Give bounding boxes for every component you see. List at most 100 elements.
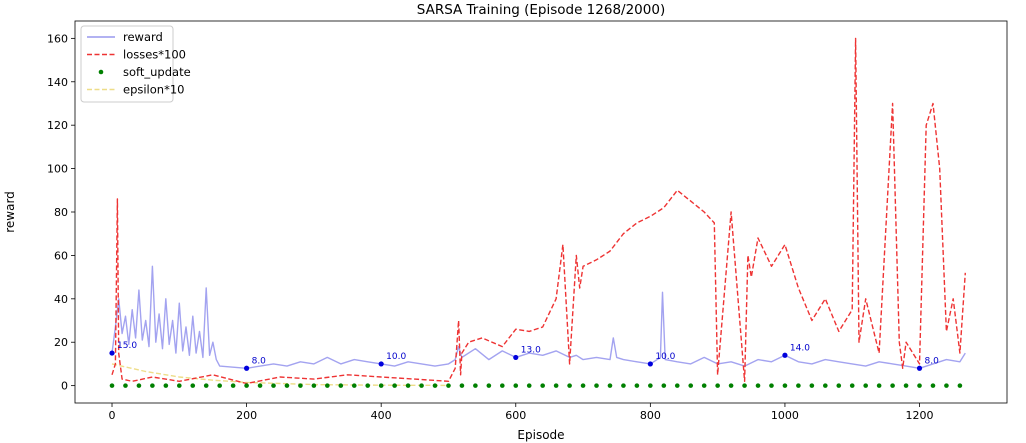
soft-update-point: [459, 383, 465, 388]
annotation-label: 14.0: [790, 343, 810, 353]
soft-update-point: [446, 383, 451, 388]
legend-label-soft-update: soft_update: [123, 65, 191, 79]
soft-update-point: [728, 383, 734, 388]
chart-title: SARSA Training (Episode 1268/2000): [417, 2, 665, 18]
soft-update-point: [553, 383, 559, 388]
soft-update-point: [890, 383, 895, 388]
soft-update-point: [930, 383, 936, 388]
losses-100-line: [111, 37, 966, 385]
soft-update-point: [836, 383, 842, 388]
soft-update-point: [298, 383, 303, 388]
soft-update-point: [957, 383, 963, 388]
soft-update-point: [944, 383, 949, 388]
y-tick-label: 160: [47, 32, 68, 45]
soft-update-point: [513, 383, 519, 388]
soft-update-point: [917, 383, 922, 388]
soft-update-point: [177, 383, 182, 388]
soft-update-point: [486, 383, 492, 388]
soft-update-point: [271, 383, 276, 388]
soft-update-point: [432, 383, 438, 388]
soft-update-point: [782, 383, 788, 388]
legend-swatch-soft-update: [98, 69, 104, 75]
x-tick-label: 600: [505, 409, 526, 422]
legend-label-reward: reward: [123, 30, 163, 44]
soft-update-point: [351, 383, 357, 388]
y-tick-label: 120: [47, 119, 68, 132]
y-tick-label: 20: [54, 336, 68, 349]
annotation-point: [243, 365, 250, 371]
soft-update-point: [405, 383, 411, 388]
soft-update-point: [876, 383, 882, 388]
y-tick-label: 60: [54, 249, 68, 262]
y-tick-label: 80: [54, 206, 68, 219]
y-tick-label: 0: [61, 380, 68, 393]
soft-update-point: [500, 383, 505, 388]
annotation-point: [782, 352, 788, 358]
soft-update-point: [378, 383, 384, 388]
soft-update-point: [863, 383, 868, 388]
soft-update-point: [796, 383, 801, 388]
soft-update-point: [540, 383, 545, 388]
soft-update-point: [674, 383, 680, 388]
annotation-point: [109, 350, 115, 356]
x-tick-label: 1000: [771, 409, 799, 422]
y-axis-label: reward: [3, 191, 17, 233]
soft-update-point: [823, 383, 828, 388]
reward-line: [111, 265, 966, 369]
soft-update-point: [648, 383, 653, 388]
soft-update-point: [136, 383, 142, 388]
x-tick-label: 200: [236, 409, 257, 422]
soft-update-point: [150, 383, 155, 388]
annotation-point: [647, 361, 653, 367]
annotation-label: 10.0: [386, 352, 406, 362]
soft-update-point: [567, 383, 572, 388]
y-tick-label: 140: [47, 76, 68, 89]
soft-update-point: [903, 383, 909, 388]
plot-frame: [74, 20, 1008, 404]
soft-update-point: [755, 383, 761, 388]
y-tick-label: 100: [47, 163, 68, 176]
soft-update-point: [621, 383, 626, 388]
soft-update-point: [338, 383, 344, 388]
soft-update-point: [715, 383, 720, 388]
plot-area: 15.0 8.0 10.0 13.0 10.0 14.0 8.0: [74, 20, 1008, 404]
legend: reward losses*100 soft_update epsilon*10: [80, 25, 191, 103]
x-tick-label: 0: [109, 409, 116, 422]
y-axis: 0 20 40 60 80 100 120 140 160: [47, 32, 75, 393]
legend-frame: [80, 25, 174, 103]
x-tick-label: 400: [371, 409, 392, 422]
epsilon-10-line: [111, 363, 449, 387]
soft-update-point: [109, 383, 115, 388]
soft-update-point: [688, 383, 694, 388]
legend-label-epsilon-10: epsilon*10: [123, 83, 184, 97]
soft-update-point: [190, 383, 196, 388]
soft-update-point: [769, 383, 774, 388]
annotation-label: 8.0: [252, 356, 267, 366]
annotation-point: [378, 361, 384, 367]
annotation-point: [916, 365, 923, 371]
annotation-label: 10.0: [655, 352, 675, 362]
soft-update-point: [849, 383, 855, 388]
soft-update-point: [230, 383, 236, 388]
x-axis-label: Episode: [517, 428, 564, 442]
soft-update-point: [325, 383, 330, 388]
soft-update-point: [594, 383, 599, 388]
soft-update-point: [284, 383, 290, 388]
soft-update-point: [526, 383, 532, 388]
soft-update-point: [634, 383, 640, 388]
annotation-label: 8.0: [925, 356, 940, 366]
x-tick-label: 800: [640, 409, 661, 422]
soft-update-point: [217, 383, 222, 388]
soft-update-point: [311, 383, 317, 388]
x-axis: 0 200 400 600 800 1000 1200: [109, 403, 934, 422]
x-tick-label: 1200: [906, 409, 934, 422]
soft-update-point: [163, 383, 169, 388]
soft-update-point: [607, 383, 613, 388]
soft-update-point: [580, 383, 586, 388]
soft-update-point: [257, 383, 263, 388]
soft-update-point: [473, 383, 478, 388]
soft-update-point: [392, 383, 397, 388]
soft-update-point: [419, 383, 424, 388]
soft-update-point: [123, 383, 128, 388]
